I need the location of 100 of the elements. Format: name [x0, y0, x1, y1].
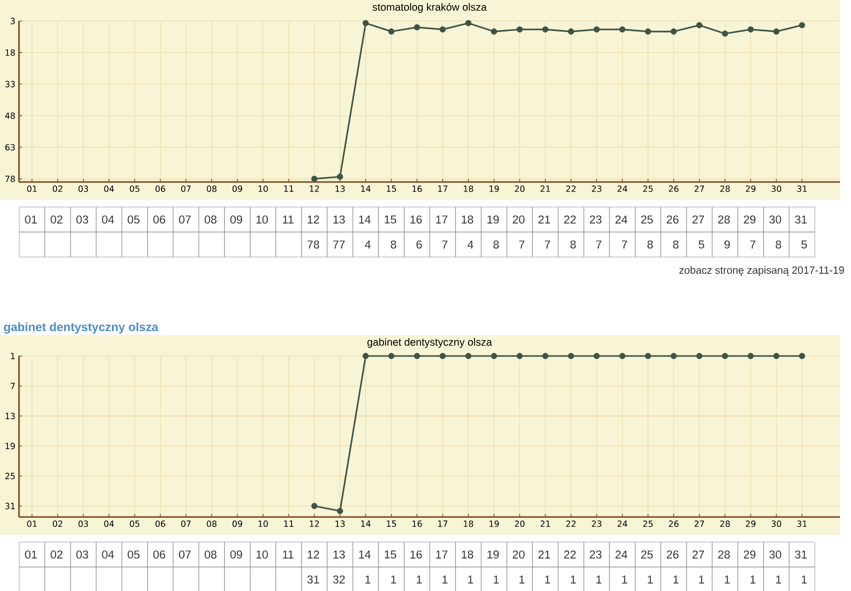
point — [670, 352, 677, 360]
text: zobacz stronę zapisaną 2017-11-19 — [679, 266, 844, 276]
x-tick-label: 15 — [386, 186, 396, 192]
data-label: 78 — [307, 240, 320, 249]
category-label: 31 — [795, 550, 807, 559]
data-label: 1 — [570, 576, 576, 584]
point — [490, 28, 498, 35]
category-label: 28 — [718, 215, 730, 224]
point — [773, 352, 780, 360]
category-label: 20 — [512, 215, 525, 224]
category-label: 11 — [282, 550, 294, 558]
category-label: 16 — [410, 215, 422, 224]
category-label: 07 — [179, 215, 191, 224]
x-tick-label: 06 — [156, 186, 166, 192]
data-label: 1 — [545, 576, 550, 584]
x-tick-label: 19 — [490, 520, 499, 527]
point — [542, 352, 548, 360]
x-tick-label: 26 — [668, 186, 679, 192]
x-tick-label: 02 — [52, 520, 62, 527]
point — [414, 24, 420, 30]
data-label: 8 — [673, 240, 678, 249]
point — [336, 174, 344, 180]
category-label: 27 — [692, 550, 704, 558]
y-tick-label: 19 — [6, 442, 15, 450]
point — [594, 26, 600, 33]
category-label: 04 — [102, 550, 114, 559]
category-label: 29 — [744, 550, 756, 559]
data-label: 31 — [307, 575, 320, 584]
category-label: 10 — [256, 215, 268, 224]
x-tick-label: 05 — [130, 520, 140, 527]
x-tick-label: 18 — [464, 520, 474, 527]
category-label: 30 — [769, 550, 782, 559]
category-label: 22 — [564, 550, 576, 558]
point — [748, 26, 754, 33]
point — [516, 352, 523, 360]
category-label: 19 — [487, 215, 499, 224]
data-label: 7 — [544, 240, 550, 248]
point — [722, 352, 728, 360]
category-label: 02 — [50, 550, 62, 559]
data-label: 1 — [494, 576, 499, 584]
point — [311, 502, 318, 510]
data-label: 9 — [724, 240, 730, 249]
point — [748, 352, 754, 360]
x-tick-label: 23 — [592, 186, 602, 192]
data-label: 8 — [776, 240, 782, 249]
x-tick-label: 06 — [156, 520, 166, 527]
data-label: 1 — [802, 576, 807, 584]
category-label: 17 — [436, 216, 448, 224]
point — [670, 28, 677, 35]
data-label: 1 — [468, 576, 474, 584]
data-label: 7 — [519, 240, 524, 248]
x-tick-label: 30 — [772, 186, 782, 192]
category-label: 05 — [128, 215, 140, 224]
category-label: 06 — [153, 215, 166, 224]
category-label: 12 — [308, 550, 320, 558]
x-tick-label: 12 — [310, 186, 319, 192]
point — [696, 352, 702, 360]
category-label: 24 — [615, 550, 628, 558]
point — [619, 352, 626, 360]
category-label: 25 — [641, 550, 653, 559]
x-tick-label: 29 — [746, 520, 756, 527]
category-label: 09 — [230, 215, 242, 224]
data-label: 7 — [442, 240, 448, 248]
x-tick-label: 22 — [566, 520, 576, 527]
data-label: 1 — [724, 576, 730, 584]
x-tick-label: 10 — [258, 186, 268, 192]
category-label: 04 — [102, 215, 114, 224]
data-label: 7 — [596, 240, 602, 248]
chart-title: stomatolog kraków olsza — [372, 2, 487, 13]
data-label: 1 — [776, 576, 782, 584]
x-tick-label: 31 — [797, 186, 807, 192]
x-tick-label: 14 — [361, 520, 371, 527]
data-label: 7 — [750, 240, 756, 248]
x-tick-label: 13 — [336, 520, 345, 527]
category-label: 19 — [487, 550, 499, 559]
data-label: 1 — [622, 576, 628, 584]
point — [465, 352, 472, 360]
point — [414, 352, 420, 360]
y-tick-label: 3 — [10, 18, 15, 24]
x-tick-label: 21 — [540, 186, 550, 192]
point — [619, 26, 626, 33]
x-tick-label: 21 — [540, 520, 550, 527]
category-label: 08 — [204, 215, 216, 224]
x-tick-label: 25 — [643, 520, 653, 527]
data-label: 8 — [390, 240, 396, 249]
point — [773, 28, 780, 35]
data-label: 7 — [622, 240, 628, 248]
y-tick-label: 33 — [5, 80, 15, 88]
x-tick-label: 15 — [386, 520, 396, 527]
point — [696, 22, 702, 28]
x-tick-label: 08 — [206, 520, 216, 527]
category-label: 06 — [153, 550, 166, 559]
category-label: 17 — [436, 550, 448, 558]
data-label: 5 — [801, 240, 807, 248]
point — [362, 20, 369, 26]
x-tick-label: 28 — [720, 520, 730, 527]
category-label: 09 — [230, 550, 242, 559]
category-label: 13 — [333, 550, 345, 559]
category-label: 21 — [538, 550, 550, 558]
data-label: 8 — [647, 240, 653, 249]
